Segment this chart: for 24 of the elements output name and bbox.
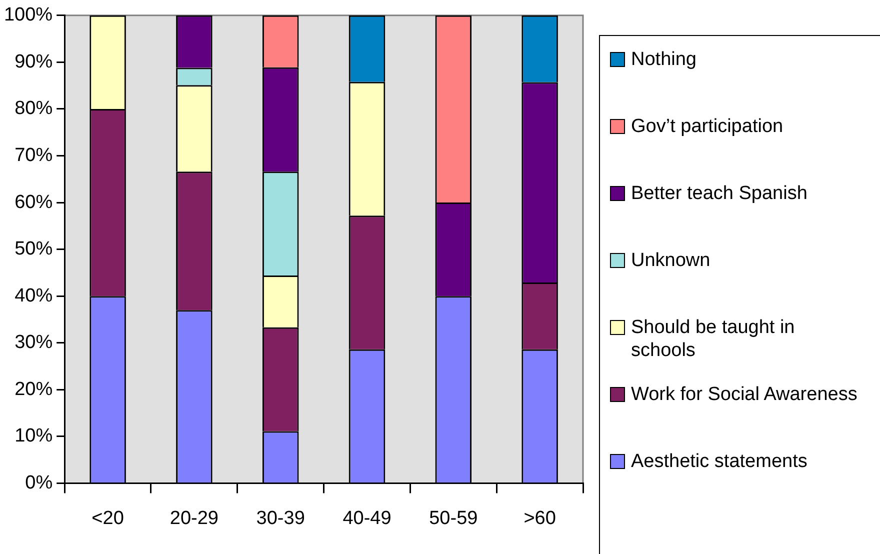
legend-label: Unknown — [631, 249, 710, 272]
x-tick-label: 20-29 — [170, 508, 218, 529]
x-tick-label: 40-49 — [342, 508, 392, 529]
legend-label: Work for Social Awareness — [631, 383, 858, 406]
legend-label: Should be taught in schools — [631, 316, 796, 362]
legend-label: Nothing — [631, 48, 696, 71]
y-tick-label: 60% — [14, 192, 53, 213]
x-tick-label: 30-39 — [256, 508, 305, 529]
y-tick-label: 0% — [25, 472, 53, 494]
legend-label: Better teach Spanish — [631, 182, 808, 205]
y-tick-label: 100% — [4, 4, 53, 26]
y-tick-label: 70% — [14, 144, 53, 166]
y-tick-label: 20% — [14, 378, 53, 400]
y-tick-label: 90% — [14, 51, 53, 72]
y-tick-label: 30% — [14, 332, 53, 354]
y-tick-label: 10% — [14, 426, 53, 447]
legend-label: Aesthetic statements — [631, 450, 808, 473]
x-tick-label: >60 — [524, 508, 556, 529]
x-tick-label: 50-59 — [429, 508, 478, 529]
x-tick-label: <20 — [92, 508, 124, 529]
y-tick-label: 50% — [14, 238, 53, 260]
y-tick-label: 40% — [14, 285, 53, 306]
y-tick-label: 80% — [14, 98, 53, 120]
legend-label: Gov’t participation — [631, 115, 784, 138]
